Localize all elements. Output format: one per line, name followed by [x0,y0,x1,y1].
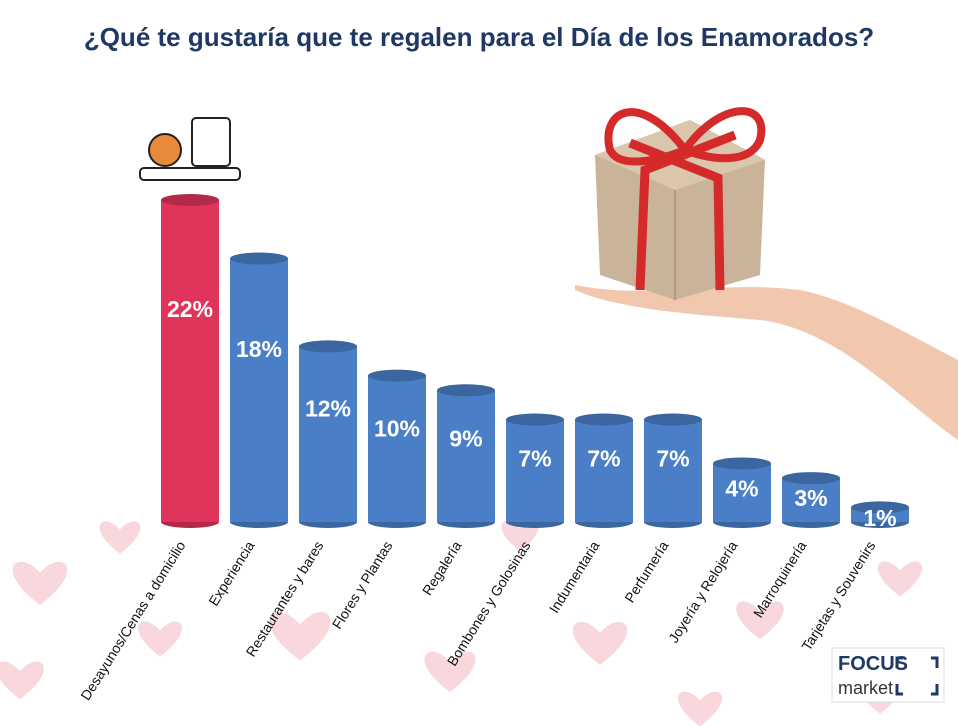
bar [575,413,633,528]
x-tick-label: Experiencia [205,538,257,609]
logo-text: FOCUS [838,653,908,675]
bar-body [506,419,564,522]
x-tick-label: Regalería [419,538,465,598]
bar-top [506,413,564,426]
bar-top [575,413,633,426]
x-tick-label: Flores y Plantas [329,538,396,632]
bar [368,369,426,528]
bar-top [713,457,771,470]
x-tick-label: Perfumería [621,538,671,605]
value-label: 9% [449,426,482,452]
bar [437,384,495,528]
bar-top [161,194,219,206]
bar-body [299,346,357,522]
bar [851,501,909,528]
bar [644,413,702,528]
bar-body [161,200,219,522]
bar [230,252,288,528]
logo-text: market [838,678,893,698]
bar [506,413,564,528]
bar [299,340,357,528]
x-tick-label: Joyería y Relojería [665,538,741,646]
value-label: 4% [725,475,758,501]
bar-top [782,472,840,485]
bar-body [437,390,495,522]
bar-top [851,501,909,514]
bar-body [368,375,426,522]
bar-top [230,252,288,265]
value-label: 1% [863,505,896,531]
x-tick-label: Indumentaria [546,538,603,616]
food-icon [139,117,241,181]
x-tick-label: Desayunos/Cenas a domicilio [77,538,188,703]
bar-body [644,419,702,522]
gift-illustration [575,107,958,440]
value-label: 7% [518,445,551,471]
bar-top [644,413,702,426]
bar-body [782,478,840,522]
bar-body [575,419,633,522]
x-tick-label: Tarjetas y Souvenirs [798,538,878,653]
value-label: 7% [656,445,689,471]
bar [782,472,840,528]
logo: FOCUS market [831,647,945,703]
value-label: 22% [167,296,213,322]
bar-top [299,340,357,353]
bar-top [437,384,495,397]
bar-body [713,463,771,522]
value-label: 12% [305,396,351,422]
value-label: 18% [236,336,282,362]
bar-body [230,258,288,522]
chart-title: ¿Qué te gustaría que te regalen para el … [84,22,874,52]
bar-top [368,369,426,382]
value-label: 7% [587,445,620,471]
value-label: 10% [374,416,420,442]
bar [161,194,219,528]
value-label: 3% [794,485,827,511]
bar [713,457,771,528]
